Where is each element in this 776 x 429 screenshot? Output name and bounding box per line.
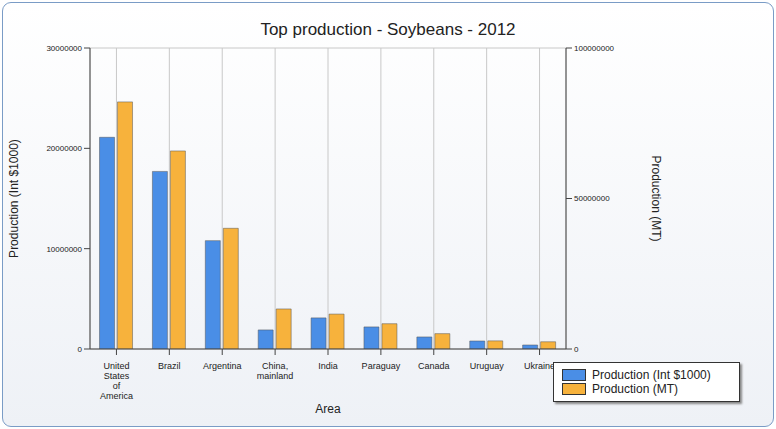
svg-text:Production (Int $1000): Production (Int $1000) [8,139,21,258]
svg-text:Production (MT): Production (MT) [649,155,663,241]
svg-text:0: 0 [78,345,83,354]
svg-text:Argentina: Argentina [203,361,242,371]
svg-text:Area: Area [315,402,341,416]
svg-text:50000000: 50000000 [574,194,610,203]
svg-text:India: India [318,361,338,371]
svg-text:China,mainland: China,mainland [257,361,294,381]
svg-text:10000000: 10000000 [46,245,82,254]
svg-text:20000000: 20000000 [46,144,82,153]
html-text:Top production - Soybeans - 20: Top production - Soybeans - 2012 [260,20,516,39]
svg-text:Canada: Canada [418,361,450,371]
svg-text:100000000: 100000000 [574,44,615,53]
svg-text:UnitedStatesofAmerica: UnitedStatesofAmerica [100,361,133,401]
svg-text:0: 0 [574,345,579,354]
svg-text:30000000: 30000000 [46,44,82,53]
html-text:Production (MT): Production (MT) [592,382,678,396]
html-text:Production (Int $1000): Production (Int $1000) [592,368,711,382]
svg-text:Ukraine: Ukraine [524,361,555,371]
svg-text:Uruguay: Uruguay [470,361,505,371]
svg-text:Brazil: Brazil [158,361,181,371]
svg-text:Paraguay: Paraguay [362,361,401,371]
